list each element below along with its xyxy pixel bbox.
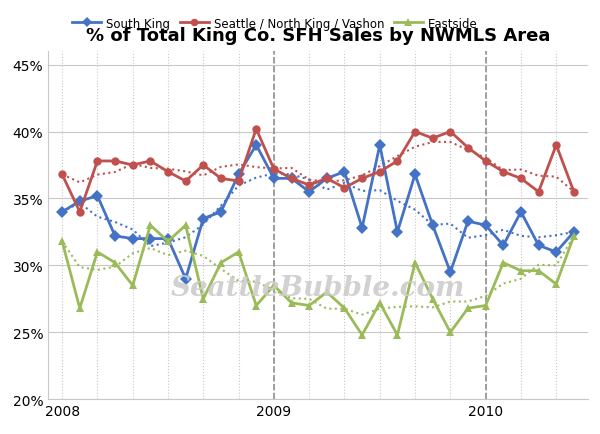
Eastside xyxy=(394,332,401,338)
Seattle / North King / Vashon xyxy=(376,170,383,175)
South King xyxy=(217,210,224,215)
South King xyxy=(235,172,242,178)
Eastside xyxy=(429,296,436,302)
South King xyxy=(553,250,560,255)
South King xyxy=(323,176,331,181)
South King xyxy=(429,223,436,228)
South King xyxy=(94,194,101,199)
South King xyxy=(305,190,313,195)
Seattle / North King / Vashon xyxy=(164,170,172,175)
Eastside xyxy=(535,269,542,274)
Seattle / North King / Vashon xyxy=(253,127,260,132)
South King xyxy=(464,219,472,224)
Eastside xyxy=(323,290,331,295)
Legend: South King, Seattle / North King / Vashon, Eastside: South King, Seattle / North King / Vasho… xyxy=(67,13,482,35)
Line: South King: South King xyxy=(58,141,578,283)
South King xyxy=(447,270,454,275)
South King xyxy=(270,176,277,181)
Seattle / North King / Vashon xyxy=(112,159,119,164)
Eastside xyxy=(376,300,383,306)
Eastside xyxy=(500,260,507,266)
Seattle / North King / Vashon xyxy=(517,176,524,181)
Seattle / North King / Vashon xyxy=(535,190,542,195)
Seattle / North King / Vashon xyxy=(359,176,366,181)
South King xyxy=(253,143,260,148)
Seattle / North King / Vashon xyxy=(270,167,277,172)
Eastside xyxy=(482,303,489,309)
South King xyxy=(112,234,119,239)
South King xyxy=(359,226,366,231)
Eastside xyxy=(412,260,419,266)
South King xyxy=(570,230,577,235)
Seattle / North King / Vashon xyxy=(341,186,348,191)
Eastside xyxy=(359,332,366,338)
South King xyxy=(412,172,419,178)
Eastside xyxy=(129,283,136,288)
Eastside xyxy=(200,296,207,302)
Line: Seattle / North King / Vashon: Seattle / North King / Vashon xyxy=(58,125,578,217)
Seattle / North King / Vashon xyxy=(59,172,66,178)
South King xyxy=(376,143,383,148)
Eastside xyxy=(76,306,83,311)
Seattle / North King / Vashon xyxy=(76,210,83,215)
Seattle / North King / Vashon xyxy=(323,176,331,181)
Seattle / North King / Vashon xyxy=(200,163,207,168)
Eastside xyxy=(94,250,101,255)
Eastside xyxy=(147,223,154,228)
Title: % of Total King Co. SFH Sales by NWMLS Area: % of Total King Co. SFH Sales by NWMLS A… xyxy=(86,27,550,45)
South King xyxy=(517,210,524,215)
South King xyxy=(288,176,295,181)
Seattle / North King / Vashon xyxy=(305,183,313,188)
South King xyxy=(59,210,66,215)
Seattle / North King / Vashon xyxy=(235,179,242,184)
Eastside xyxy=(447,330,454,335)
Seattle / North King / Vashon xyxy=(217,176,224,181)
Eastside xyxy=(305,303,313,309)
South King xyxy=(76,199,83,204)
South King xyxy=(164,237,172,242)
Seattle / North King / Vashon xyxy=(182,179,189,184)
Eastside xyxy=(553,282,560,287)
Seattle / North King / Vashon xyxy=(482,159,489,164)
Eastside xyxy=(270,283,277,288)
Eastside xyxy=(341,306,348,311)
Text: SeattleBubble.com: SeattleBubble.com xyxy=(171,275,465,302)
South King xyxy=(200,217,207,222)
South King xyxy=(147,237,154,242)
Seattle / North King / Vashon xyxy=(94,159,101,164)
Eastside xyxy=(182,223,189,228)
South King xyxy=(535,243,542,248)
Line: Eastside: Eastside xyxy=(58,221,578,339)
Eastside xyxy=(570,234,577,239)
Eastside xyxy=(112,260,119,266)
Seattle / North King / Vashon xyxy=(394,159,401,164)
Seattle / North King / Vashon xyxy=(447,130,454,135)
Seattle / North King / Vashon xyxy=(147,159,154,164)
Eastside xyxy=(253,303,260,309)
South King xyxy=(182,276,189,282)
Seattle / North King / Vashon xyxy=(288,176,295,181)
Eastside xyxy=(288,300,295,306)
Seattle / North King / Vashon xyxy=(429,136,436,141)
Seattle / North King / Vashon xyxy=(500,170,507,175)
South King xyxy=(482,223,489,228)
Seattle / North King / Vashon xyxy=(570,190,577,195)
South King xyxy=(394,230,401,235)
Seattle / North King / Vashon xyxy=(553,143,560,148)
Eastside xyxy=(517,269,524,274)
South King xyxy=(341,170,348,175)
South King xyxy=(500,243,507,248)
Eastside xyxy=(59,239,66,244)
South King xyxy=(129,237,136,242)
Eastside xyxy=(164,239,172,244)
Seattle / North King / Vashon xyxy=(129,163,136,168)
Eastside xyxy=(235,250,242,255)
Eastside xyxy=(464,306,472,311)
Seattle / North King / Vashon xyxy=(412,130,419,135)
Seattle / North King / Vashon xyxy=(464,146,472,151)
Eastside xyxy=(217,260,224,266)
